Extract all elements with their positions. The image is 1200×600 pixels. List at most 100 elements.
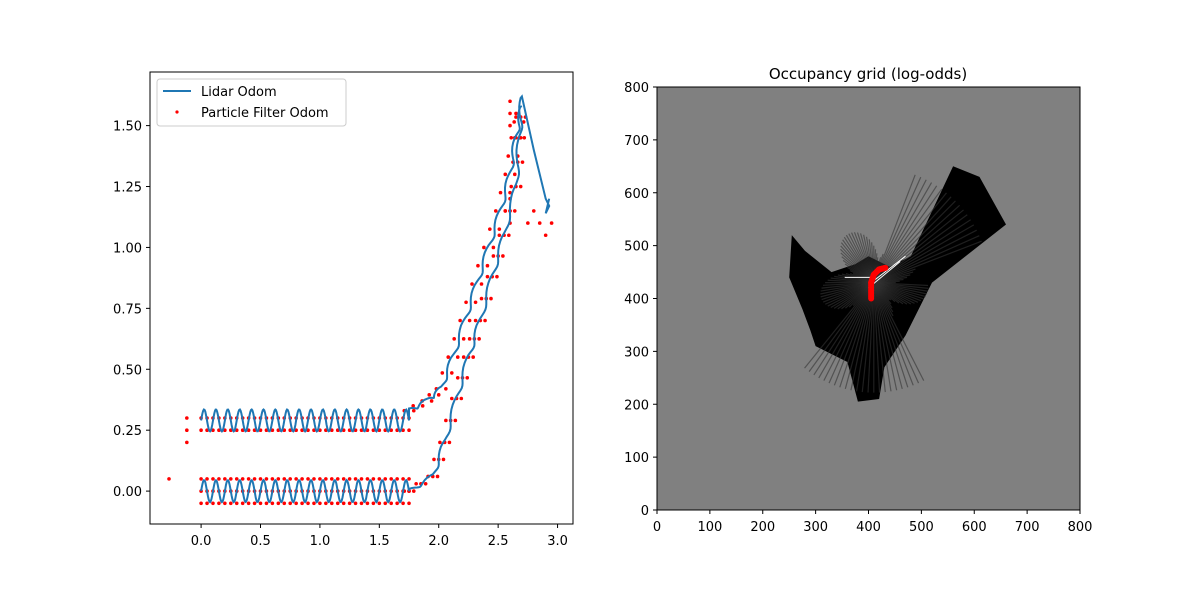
odometry-axes-frame	[149, 71, 574, 525]
scan-ray	[873, 229, 977, 284]
pf-point	[258, 477, 263, 481]
pf-point	[461, 355, 466, 359]
scan-ray	[833, 282, 875, 386]
robot-path-point	[882, 264, 889, 271]
pf-point	[223, 477, 227, 481]
scan-ray	[873, 282, 925, 381]
pf-point	[506, 154, 511, 158]
pf-point	[479, 296, 484, 301]
pf-point	[240, 501, 245, 506]
y-tick-label: 1.00	[113, 241, 142, 256]
pf-point	[185, 428, 189, 432]
pf-point	[294, 501, 298, 506]
scan-ray	[813, 282, 875, 376]
pf-point	[436, 393, 441, 397]
pf-point	[501, 254, 505, 258]
x-tick-label: 0.5	[250, 534, 271, 549]
pf-point	[324, 477, 328, 481]
y-tick-label: 0	[641, 504, 649, 519]
pf-point	[211, 501, 215, 506]
pf-point	[199, 477, 203, 481]
x-tick-label: 400	[856, 520, 881, 535]
pf-point	[429, 399, 434, 403]
pf-point	[441, 457, 446, 462]
y-tick-label: 300	[624, 345, 649, 360]
scan-ray	[873, 174, 916, 283]
x-tick-label: 200	[750, 520, 775, 535]
occupancy-grid-image	[657, 87, 1080, 510]
pf-point	[335, 477, 340, 481]
scan-ray	[823, 282, 875, 381]
pf-point	[531, 209, 536, 213]
pf-point	[444, 418, 448, 423]
pf-point	[371, 477, 376, 481]
pf-point	[497, 227, 502, 231]
pf-point	[371, 501, 376, 506]
pf-point	[252, 501, 257, 506]
y-tick-label: 800	[624, 81, 649, 96]
scan-ray	[873, 282, 920, 384]
pf-point	[482, 245, 486, 250]
pf-point	[503, 209, 508, 213]
y-tick-label: 600	[624, 187, 649, 202]
pf-point	[217, 501, 221, 506]
scan-ray	[873, 282, 886, 393]
pf-point	[288, 477, 293, 481]
pf-point	[514, 111, 518, 116]
pf-point	[359, 501, 364, 506]
pf-point	[252, 477, 257, 481]
x-tick-label: 700	[1015, 520, 1040, 535]
pf-point	[479, 282, 484, 286]
legend-pf-label: Particle Filter Odom	[201, 106, 329, 121]
scan-ray	[873, 282, 909, 388]
pf-point	[473, 318, 478, 323]
pf-point	[377, 477, 382, 481]
pf-point	[471, 355, 475, 359]
pf-point	[509, 135, 514, 140]
pf-point	[306, 477, 310, 481]
pf-point	[509, 184, 514, 189]
x-tick-label: 300	[803, 520, 828, 535]
pf-point	[270, 477, 275, 481]
pf-point	[455, 355, 460, 359]
pf-point	[447, 440, 452, 445]
pf-point	[383, 477, 388, 481]
pf-point	[389, 501, 394, 506]
pf-point	[300, 477, 304, 481]
pf-point	[485, 263, 490, 268]
pf-point	[240, 477, 245, 481]
pf-point	[407, 428, 411, 432]
pf-point	[223, 501, 227, 506]
pf-point	[246, 501, 251, 506]
pf-point	[264, 477, 269, 481]
pf-point	[435, 474, 440, 479]
lidar-odom-line-lower	[200, 94, 551, 504]
pf-point	[514, 115, 518, 119]
pf-point	[483, 318, 487, 323]
pf-point	[329, 477, 334, 481]
pf-point	[465, 376, 470, 380]
scan-ray	[873, 282, 929, 287]
pf-point	[276, 501, 281, 506]
pf-point	[234, 501, 239, 506]
pf-point	[508, 190, 512, 195]
pf-point	[518, 184, 523, 189]
scan-ray	[873, 240, 982, 284]
pf-point	[498, 190, 503, 195]
pf-point	[495, 274, 499, 279]
pf-point	[306, 501, 310, 506]
pf-point	[365, 501, 370, 506]
pf-point	[282, 501, 287, 506]
pf-point	[458, 318, 462, 323]
pf-point	[205, 501, 209, 506]
pf-point	[467, 318, 472, 323]
pf-point	[312, 477, 316, 481]
pf-point	[365, 477, 370, 481]
free-space-streak	[870, 255, 906, 284]
scan-ray	[818, 282, 875, 379]
pf-point	[453, 418, 458, 423]
y-tick-label: 100	[624, 451, 649, 466]
pf-point	[489, 296, 493, 301]
x-tick-label: 1.5	[369, 534, 390, 549]
x-tick-label: 500	[909, 520, 934, 535]
